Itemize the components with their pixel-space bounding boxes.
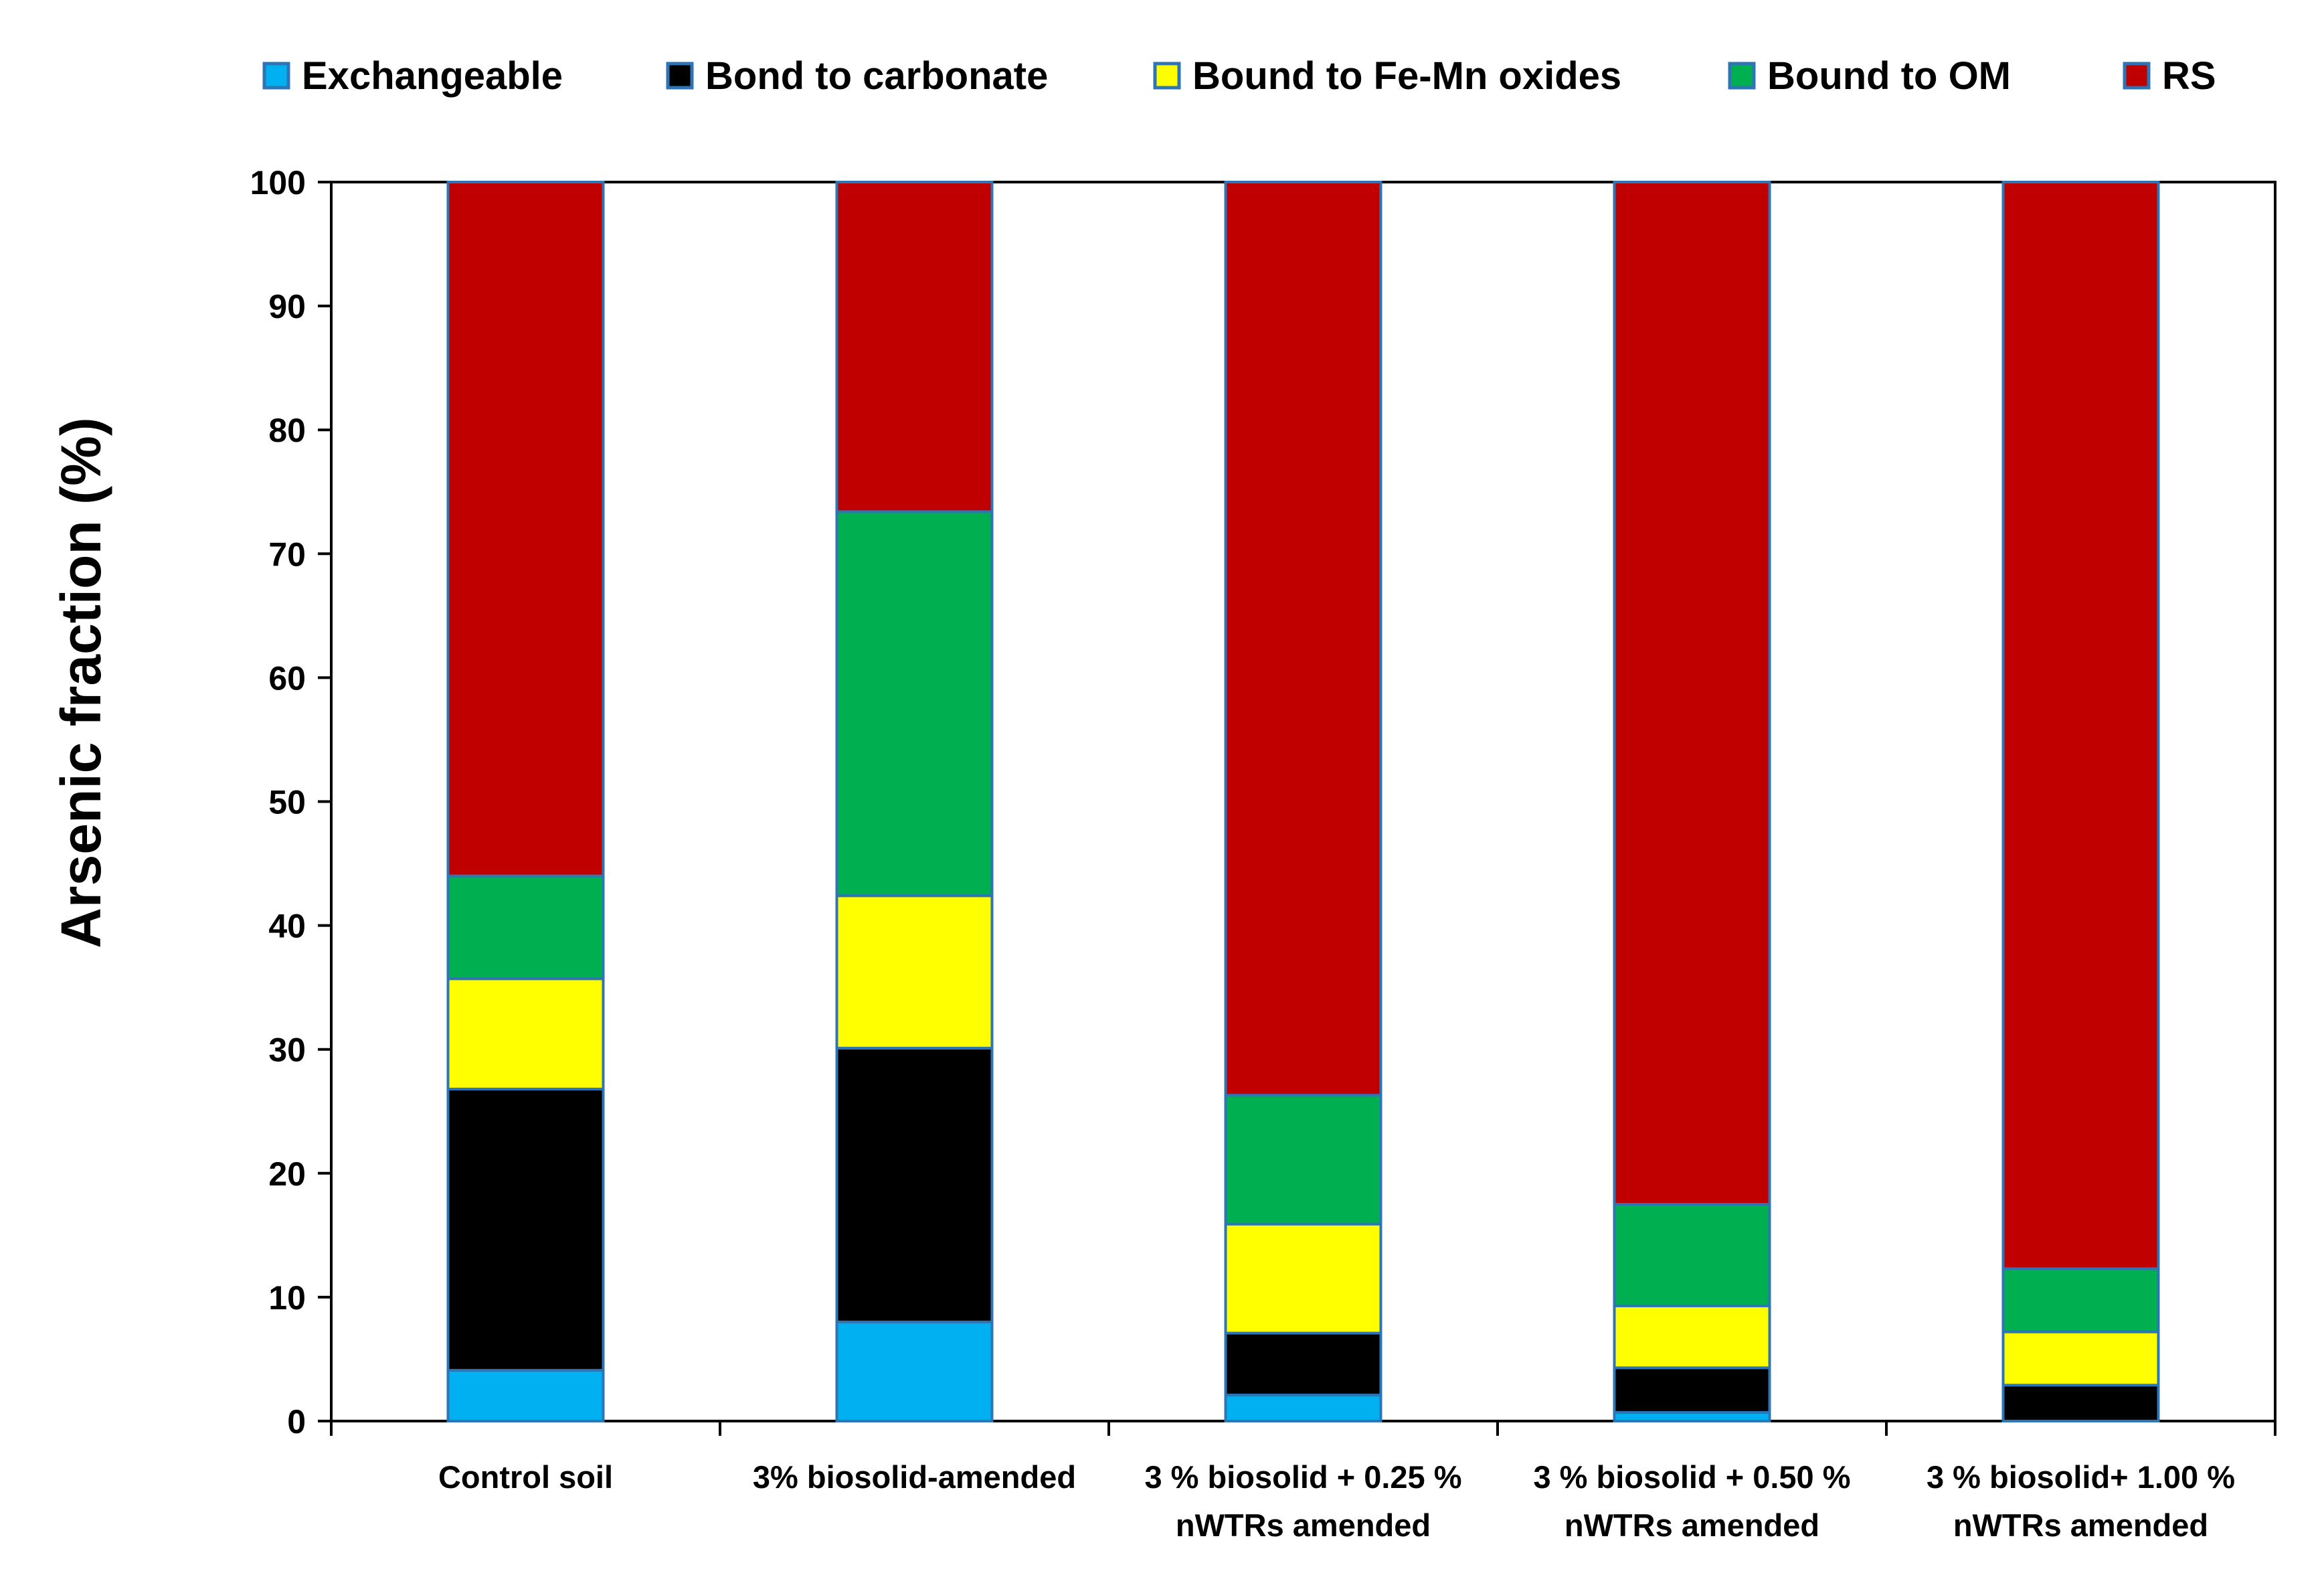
x-category-label: 3 % biosolid+ 1.00 % xyxy=(1927,1459,2235,1495)
y-tick-label: 0 xyxy=(287,1403,306,1440)
bar-segment-bound-to-om xyxy=(446,874,605,981)
bar-stack-3 xyxy=(1224,181,1382,1422)
legend-swatch xyxy=(2123,62,2151,90)
bar-segment-bond-to-carbonate xyxy=(446,1087,605,1372)
x-category-label: nWTRs amended xyxy=(1565,1507,1819,1543)
bar-segment-bound-to-om xyxy=(1613,1203,1771,1307)
y-tick-label: 30 xyxy=(268,1031,306,1069)
legend-swatch xyxy=(666,62,694,90)
bar-segment-rs xyxy=(835,181,994,513)
bar-segment-rs xyxy=(2001,181,2160,1270)
legend-item-bound-to-fe-mn-oxides: Bound to Fe-Mn oxides xyxy=(1153,54,1621,98)
legend-label: Exchangeable xyxy=(302,54,563,98)
x-category-label: nWTRs amended xyxy=(1953,1507,2208,1543)
bar-segment-bound-to-fe-mn-oxides xyxy=(446,977,605,1090)
bar-stack-5 xyxy=(2001,181,2160,1423)
y-tick-label: 10 xyxy=(268,1279,306,1317)
bar-stack-2 xyxy=(835,181,994,1423)
legend-swatch xyxy=(262,62,290,90)
legend-label: Bond to carbonate xyxy=(705,54,1048,98)
y-tick-label: 90 xyxy=(268,288,306,325)
y-tick-label: 70 xyxy=(268,535,306,573)
x-category-label: 3% biosolid-amended xyxy=(753,1459,1076,1495)
bar-segment-bond-to-carbonate xyxy=(1224,1331,1382,1397)
bar-segment-bound-to-om xyxy=(835,510,994,898)
legend-swatch xyxy=(1728,62,1756,90)
x-category-label: 3 % biosolid + 0.50 % xyxy=(1533,1459,1850,1495)
y-tick-label: 40 xyxy=(268,908,306,945)
bars xyxy=(446,181,2160,1423)
legend-item-rs: RS xyxy=(2123,54,2216,98)
x-category-label: nWTRs amended xyxy=(1176,1507,1431,1543)
x-category-label: 3 % biosolid + 0.25 % xyxy=(1144,1459,1461,1495)
bar-segment-bond-to-carbonate xyxy=(1613,1366,1771,1414)
legend-item-exchangeable: Exchangeable xyxy=(262,54,563,98)
x-axis: Control soil 3% biosolid-amended 3 % bioso… xyxy=(330,1421,2276,1543)
bar-segment-exchangeable xyxy=(835,1320,994,1423)
bar-segment-rs xyxy=(1613,181,1771,1206)
legend-label: Bound to OM xyxy=(1767,54,2011,98)
bar-segment-exchangeable xyxy=(1224,1394,1382,1422)
bar-segment-rs xyxy=(1224,181,1382,1097)
bar-segment-bond-to-carbonate xyxy=(835,1046,994,1323)
y-tick-label: 50 xyxy=(268,784,306,821)
bar-segment-exchangeable xyxy=(446,1369,605,1423)
y-axis-label: Arsenic fraction (%) xyxy=(50,417,112,948)
legend-item-bond-to-carbonate: Bond to carbonate xyxy=(666,54,1048,98)
bar-stack-1 xyxy=(446,181,605,1423)
y-tick-label: 20 xyxy=(268,1155,306,1193)
y-tick-label: 80 xyxy=(268,412,306,449)
bar-segment-bound-to-om xyxy=(1224,1094,1382,1226)
legend-item-bound-to-om: Bound to OM xyxy=(1728,54,2011,98)
bar-segment-bound-to-om xyxy=(2001,1267,2160,1333)
bar-segment-bound-to-fe-mn-oxides xyxy=(835,894,994,1050)
legend: Exchangeable Bond to carbonate Bound to Fe… xyxy=(262,54,2216,98)
legend-swatch xyxy=(1153,62,1181,90)
bar-segment-rs xyxy=(446,181,605,878)
legend-label: Bound to Fe-Mn oxides xyxy=(1192,54,1621,98)
bar-segment-bound-to-fe-mn-oxides xyxy=(1224,1222,1382,1335)
y-tick-label: 60 xyxy=(268,659,306,697)
legend-label: RS xyxy=(2162,54,2216,98)
bar-segment-bound-to-fe-mn-oxides xyxy=(2001,1330,2160,1387)
y-tick-label: 100 xyxy=(250,164,306,201)
bar-stack-4 xyxy=(1613,181,1771,1422)
bar-segment-bound-to-fe-mn-oxides xyxy=(1613,1304,1771,1370)
x-category-label: Control soil xyxy=(438,1459,613,1495)
bar-segment-bond-to-carbonate xyxy=(2001,1384,2160,1423)
